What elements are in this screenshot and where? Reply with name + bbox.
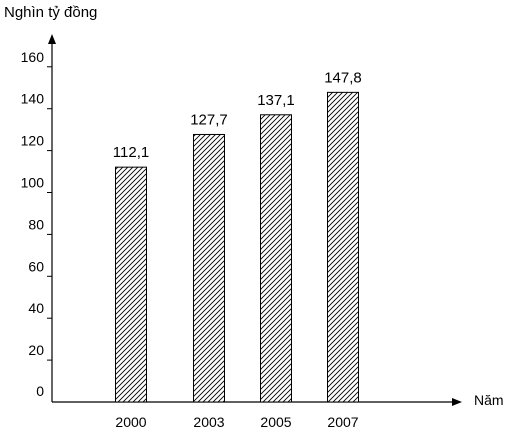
- value-label-2003: 127,7: [190, 111, 228, 128]
- axes: [48, 34, 462, 406]
- x-axis-arrowhead: [452, 398, 462, 406]
- x-tick-label-2003: 2003: [193, 414, 224, 430]
- x-tick-label-2007: 2007: [327, 414, 358, 430]
- value-label-2000: 112,1: [113, 144, 149, 161]
- bar-2005: [260, 114, 292, 403]
- y-tick-label: 20: [28, 342, 44, 358]
- bar-2000: [115, 166, 147, 403]
- value-label-2007: 147,8: [324, 69, 362, 86]
- value-labels: 112,1 127,7 137,1 147,8: [113, 69, 362, 161]
- y-tick-label: 0: [36, 383, 44, 399]
- y-tick-label: 80: [28, 216, 44, 232]
- y-axis-title: Nghìn tỷ đồng: [4, 4, 97, 21]
- bar-2007: [327, 91, 359, 403]
- bar-2003: [193, 133, 225, 403]
- bars: [115, 91, 359, 403]
- value-label-2005: 137,1: [257, 92, 295, 109]
- y-tick-label: 140: [21, 91, 45, 107]
- x-axis-title: Năm: [474, 392, 504, 408]
- y-ticks: 0 20 40 60 80 100 120 140 160: [21, 49, 52, 399]
- y-tick-label: 40: [28, 300, 44, 316]
- y-tick-label: 160: [21, 49, 45, 65]
- y-tick-label: 100: [21, 175, 45, 191]
- y-tick-label: 120: [21, 133, 45, 149]
- x-tick-label-2000: 2000: [115, 414, 146, 430]
- y-tick-label: 60: [28, 258, 44, 274]
- x-tick-label-2005: 2005: [260, 414, 291, 430]
- x-tick-labels: 2000 2003 2005 2007: [115, 414, 358, 430]
- y-axis-arrowhead: [48, 34, 56, 44]
